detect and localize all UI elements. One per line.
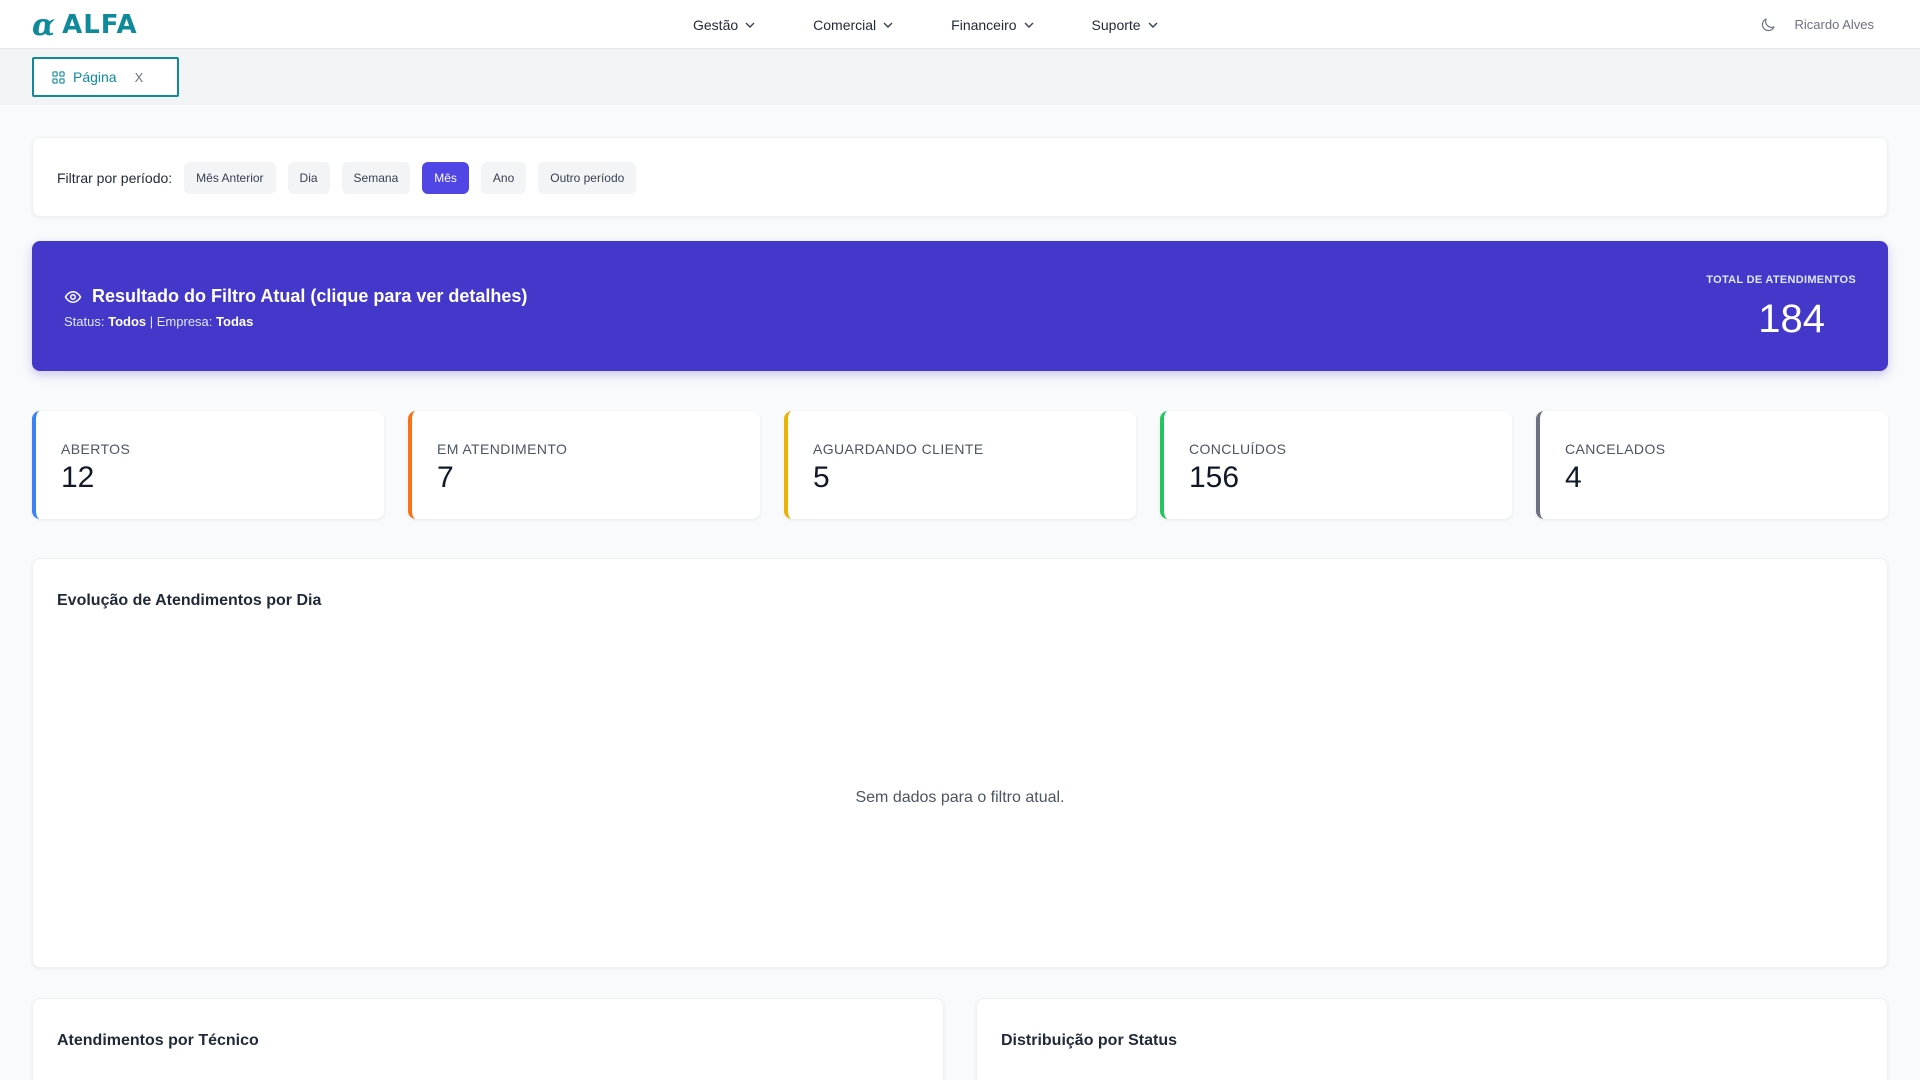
filter-ano-button[interactable]: Ano (480, 162, 527, 194)
status-value: Todos (108, 314, 147, 329)
empty-state-message: Sem dados para o filtro atual. (855, 789, 1065, 806)
tab-close-button[interactable]: X (134, 69, 144, 85)
chevron-down-icon (1148, 22, 1158, 28)
stat-value: 12 (61, 461, 95, 494)
period-filter-card: Filtrar por período: Mês Anterior Dia Se… (32, 137, 1888, 217)
filter-semana-button[interactable]: Semana (341, 162, 411, 194)
by-technician-card: Atendimentos por Técnico (32, 998, 944, 1080)
nav-item-label: Suporte (1091, 16, 1141, 33)
total-value: 184 (1758, 297, 1825, 341)
filter-mes-button[interactable]: Mês (422, 162, 469, 194)
user-name[interactable]: Ricardo Alves (1794, 17, 1874, 32)
stat-value: 5 (813, 461, 830, 494)
company-label: Empresa: (156, 314, 213, 329)
period-filter-row: Filtrar por período: Mês Anterior Dia Se… (57, 162, 648, 194)
nav-item-label: Financeiro (951, 16, 1017, 33)
card-title: Evolução de Atendimentos por Dia (57, 592, 322, 609)
filter-summary-banner[interactable]: Resultado do Filtro Atual (clique para v… (32, 241, 1888, 371)
stat-card-concluidos[interactable]: CONCLUÍDOS 156 (1160, 411, 1512, 519)
main-content: Filtrar por período: Mês Anterior Dia Se… (0, 105, 1920, 1080)
filter-dia-button[interactable]: Dia (287, 162, 330, 194)
theme-toggle-button[interactable] (1759, 16, 1777, 34)
filter-mes-anterior-button[interactable]: Mês Anterior (184, 162, 276, 194)
tab-label: Página (73, 69, 117, 85)
moon-icon (1761, 17, 1775, 31)
main-nav: Gestão Comercial Financeiro Suporte (693, 0, 1216, 49)
status-label: Status: (64, 314, 105, 329)
summary-title-text: Resultado do Filtro Atual (clique para v… (92, 286, 528, 306)
card-title: Atendimentos por Técnico (57, 1032, 259, 1049)
nav-item-suporte[interactable]: Suporte (1092, 17, 1159, 33)
daily-evolution-card: Evolução de Atendimentos por Dia Sem dad… (32, 558, 1888, 968)
summary-subtitle: Status: Todos | Empresa: Todas (64, 314, 253, 329)
nav-item-financeiro[interactable]: Financeiro (951, 17, 1034, 33)
stat-value: 7 (437, 461, 454, 494)
tab-strip: Página X (0, 49, 1920, 105)
stat-label: AGUARDANDO CLIENTE (813, 441, 984, 457)
grid-icon (52, 70, 65, 84)
filter-label: Filtrar por período: (57, 170, 173, 186)
top-navbar: α ALFA Gestão Comercial Financeiro Supor… (0, 0, 1920, 49)
company-value: Todas (216, 314, 254, 329)
tab-pagina[interactable]: Página X (32, 57, 179, 97)
nav-item-gestao[interactable]: Gestão (693, 17, 756, 33)
chevron-down-icon (883, 22, 893, 28)
stat-card-aguardando-cliente[interactable]: AGUARDANDO CLIENTE 5 (784, 411, 1136, 519)
app-logo[interactable]: α ALFA (32, 7, 138, 43)
status-distribution-card: Distribuição por Status (976, 998, 1888, 1080)
eye-icon (64, 290, 82, 303)
logo-text: ALFA (62, 10, 138, 40)
stat-label: CONCLUÍDOS (1189, 441, 1287, 457)
stat-value: 4 (1565, 461, 1582, 494)
nav-item-label: Comercial (813, 16, 877, 33)
total-label: TOTAL DE ATENDIMENTOS (1706, 274, 1856, 286)
stat-card-em-atendimento[interactable]: EM ATENDIMENTO 7 (408, 411, 760, 519)
stat-label: ABERTOS (61, 441, 131, 457)
chevron-down-icon (745, 22, 755, 28)
alpha-logo-icon: α (32, 7, 57, 43)
chevron-down-icon (1024, 22, 1034, 28)
card-title: Distribuição por Status (1001, 1032, 1178, 1049)
stat-value: 156 (1189, 461, 1240, 494)
stat-card-cancelados[interactable]: CANCELADOS 4 (1536, 411, 1888, 519)
stat-card-abertos[interactable]: ABERTOS 12 (32, 411, 384, 519)
stat-label: CANCELADOS (1565, 441, 1666, 457)
nav-item-label: Gestão (693, 16, 739, 33)
user-area: Ricardo Alves (1759, 0, 1874, 49)
nav-item-comercial[interactable]: Comercial (813, 17, 894, 33)
summary-title: Resultado do Filtro Atual (clique para v… (64, 286, 527, 307)
stat-label: EM ATENDIMENTO (437, 441, 568, 457)
separator: | (149, 314, 154, 329)
filter-outro-periodo-button[interactable]: Outro período (538, 162, 637, 194)
